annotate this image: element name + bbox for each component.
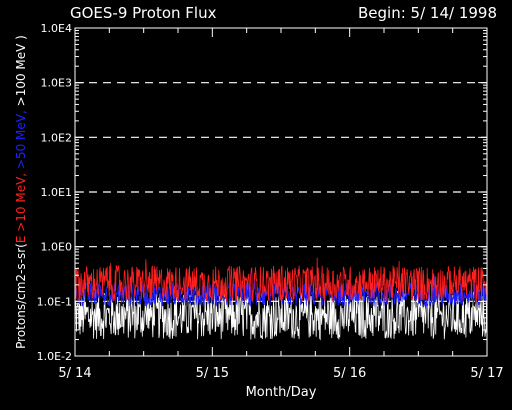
- x-tick-label: 5/ 16: [333, 366, 366, 381]
- y-tick-label: 1.0E-1: [37, 295, 72, 308]
- y-axis-label-part: >100 MeV ): [14, 35, 28, 106]
- series-line: [74, 257, 488, 302]
- y-axis-ticks: 1.0E-2 1.0E-1 1.0E0 1.0E1 1.0E2 1.0E3 1.0E4: [37, 22, 487, 363]
- y-axis-label-part: E >10 MeV,: [14, 169, 28, 243]
- y-tick-label: 1.0E2: [41, 131, 72, 144]
- data-series: [74, 257, 488, 341]
- x-tick-label: 5/ 15: [196, 366, 229, 381]
- y-axis-label-part: Protons/cm2-s-sr(: [14, 243, 28, 349]
- y-tick-label: 1.0E-2: [37, 350, 72, 363]
- y-tick-label: 1.0E1: [41, 186, 72, 199]
- x-axis-ticks: 5/ 14 5/ 15 5/ 16 5/ 17: [58, 28, 504, 381]
- series-line: [74, 288, 488, 341]
- y-axis-label: Protons/cm2-s-sr(E >10 MeV, >50 MeV, >10…: [14, 35, 28, 349]
- y-tick-label: 1.0E4: [41, 22, 72, 35]
- begin-date-label: Begin: 5/ 14/ 1998: [358, 4, 497, 22]
- x-tick-label: 5/ 14: [58, 366, 91, 381]
- y-tick-label: 1.0E0: [41, 241, 72, 254]
- chart-title: GOES-9 Proton Flux: [70, 4, 217, 22]
- y-axis-label-part: >50 MeV,: [14, 106, 28, 169]
- y-tick-label: 1.0E3: [41, 77, 72, 90]
- x-axis-label: Month/Day: [246, 385, 317, 400]
- x-tick-label: 5/ 17: [470, 366, 503, 381]
